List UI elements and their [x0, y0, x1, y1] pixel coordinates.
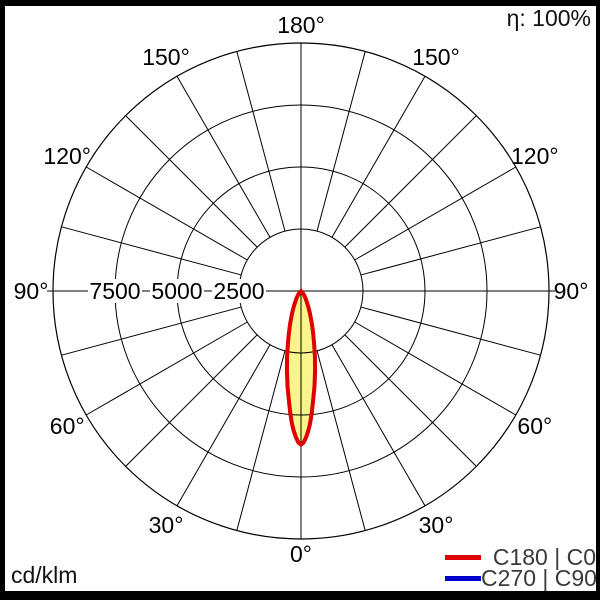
spoke-line-30	[331, 75, 426, 238]
spoke-line-255	[61, 306, 242, 356]
spoke-line-75	[360, 226, 541, 276]
angle-label-90-right: 90°	[554, 278, 589, 304]
spoke-line-60	[354, 166, 517, 261]
legend: C180 | C0 C270 | C90	[445, 544, 597, 591]
legend-swatch-c270-c90	[445, 576, 481, 581]
spoke-line-105	[360, 306, 541, 356]
legend-label-c270-c90: C270 | C90	[481, 565, 597, 591]
angle-label-0: 0°	[290, 541, 312, 567]
polar-chart-root: 2500 5000 7500 0° 30° 30° 60° 60° 90° 90° 120° 120°…	[14, 12, 589, 567]
angle-label-30-left: 30°	[149, 512, 184, 538]
spoke-line-135	[344, 334, 477, 467]
spoke-line-210	[176, 344, 271, 507]
intensity-lobe-outline-0	[284, 289, 318, 447]
radial-tick-label-5000: 5000	[151, 278, 202, 304]
spoke-line-195	[236, 350, 286, 531]
unit-label: cd/klm	[11, 562, 78, 588]
spoke-line-240	[85, 321, 248, 416]
angle-label-150-left: 150°	[142, 44, 190, 70]
radial-tick-bg-7500	[88, 279, 142, 303]
spoke-line-300	[85, 166, 248, 261]
spoke-line-120	[354, 321, 517, 416]
spoke-line-150	[331, 344, 426, 507]
angle-label-90-left: 90°	[14, 278, 49, 304]
angle-label-120-right: 120°	[511, 143, 559, 169]
legend-row-c270-c90: C270 | C90	[445, 565, 597, 591]
angle-label-60-right: 60°	[517, 413, 552, 439]
legend-row-c180-c0: C180 | C0	[445, 544, 596, 570]
spoke-line-315	[125, 115, 258, 248]
angle-label-120-left: 120°	[43, 143, 91, 169]
efficiency-label: η: 100%	[506, 5, 591, 31]
spoke-line-165	[316, 350, 366, 531]
legend-label-c180-c0: C180 | C0	[492, 544, 596, 570]
angle-label-60-left: 60°	[50, 413, 85, 439]
angle-label-180: 180°	[277, 12, 325, 38]
spoke-line-15	[316, 51, 366, 232]
spoke-line-225	[125, 334, 258, 467]
radial-tick-bg-2500	[212, 279, 266, 303]
radial-tick-bg-5000	[150, 279, 204, 303]
spoke-line-285	[61, 226, 242, 276]
spoke-line-345	[236, 51, 286, 232]
radial-tick-label-7500: 7500	[89, 278, 140, 304]
legend-swatch-c180-c0	[445, 555, 481, 560]
angle-label-30-right: 30°	[419, 512, 454, 538]
radial-tick-label-2500: 2500	[213, 278, 264, 304]
spoke-line-330	[176, 75, 271, 238]
angle-label-150-right: 150°	[412, 44, 460, 70]
spoke-line-45	[344, 115, 477, 248]
